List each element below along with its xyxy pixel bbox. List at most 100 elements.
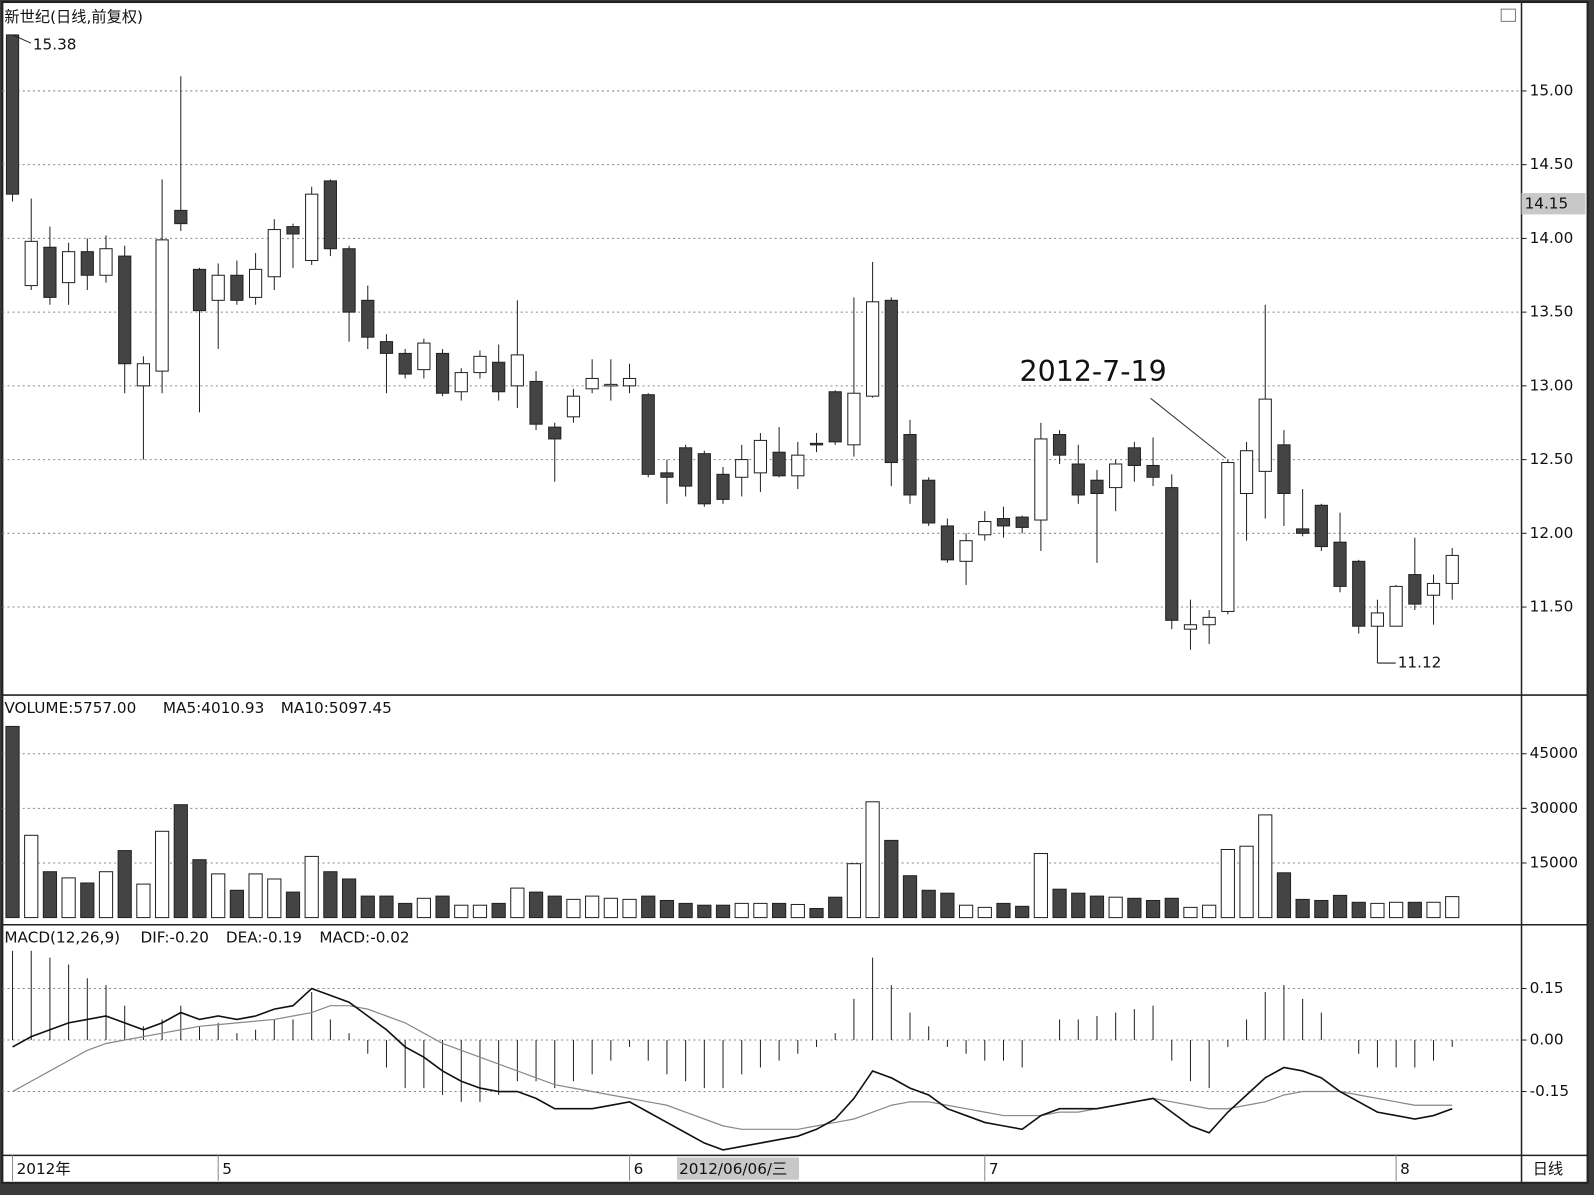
candle-body xyxy=(1333,541,1347,587)
volume-bar xyxy=(323,871,338,919)
candle-body xyxy=(566,395,581,418)
candle-body xyxy=(80,251,94,276)
y-tick-label: 0.15 xyxy=(1530,979,1564,997)
candle-body xyxy=(435,352,450,394)
volume-bar xyxy=(173,804,188,919)
volume-bar xyxy=(977,906,992,919)
candle-body xyxy=(24,240,38,287)
candle-body xyxy=(323,180,337,250)
cursor-date-box xyxy=(677,1157,800,1180)
candle-body xyxy=(1165,487,1179,621)
candle-body xyxy=(1389,585,1403,627)
volume-bar xyxy=(585,895,600,919)
candle-body xyxy=(753,439,768,474)
volume-bar xyxy=(1071,892,1086,919)
panel-header: MA10:5097.45 xyxy=(281,699,392,717)
candle-body xyxy=(940,525,954,561)
candle-body xyxy=(1352,560,1366,627)
volume-bar xyxy=(192,859,207,919)
max-label: 15.38 xyxy=(33,36,77,54)
candle-body xyxy=(1071,463,1085,496)
x-tick-label: 8 xyxy=(1400,1160,1410,1178)
volume-bar xyxy=(136,883,151,919)
volume-bar xyxy=(846,863,862,919)
volume-bar xyxy=(1183,906,1198,919)
candle-body xyxy=(828,391,842,443)
panel-header: MACD(12,26,9) xyxy=(4,928,120,946)
candle-body xyxy=(62,251,76,284)
y-tick-label: 12.50 xyxy=(1530,450,1574,468)
volume-bar xyxy=(1127,897,1142,919)
candle-body xyxy=(1426,582,1441,596)
candle-body xyxy=(1258,398,1272,472)
candle-body xyxy=(230,274,244,301)
volume-bar xyxy=(1407,901,1422,919)
candle-body xyxy=(978,521,992,536)
cursor-price-box xyxy=(1521,193,1586,215)
candle-body xyxy=(1015,516,1029,528)
candle-body xyxy=(267,229,281,278)
candle-body xyxy=(136,363,151,387)
volume-bar xyxy=(921,889,936,919)
volume-bar xyxy=(622,898,637,919)
candle-body xyxy=(1221,462,1235,612)
candle-body xyxy=(548,426,562,440)
volume-bar xyxy=(1314,899,1329,919)
candle-body xyxy=(604,383,618,387)
annotation-pointer xyxy=(1150,397,1227,459)
panel-header: DIF:-0.20 xyxy=(141,928,209,946)
volume-bar xyxy=(1389,901,1404,919)
volume-bar xyxy=(379,895,394,919)
candle-body xyxy=(1090,479,1104,495)
candle-body xyxy=(1370,612,1385,627)
volume-bar xyxy=(435,895,450,919)
y-tick-label: 14.00 xyxy=(1530,229,1574,247)
y-tick-label: 12.00 xyxy=(1530,524,1574,542)
y-tick-label: 13.00 xyxy=(1530,376,1574,394)
candle-body xyxy=(379,341,394,354)
volume-bar xyxy=(1145,899,1161,919)
candle-body xyxy=(996,518,1011,527)
candle-body xyxy=(99,248,113,276)
candle-body xyxy=(660,472,674,478)
window-icon[interactable] xyxy=(1500,8,1516,22)
volume-bar xyxy=(772,902,787,919)
volume-bar xyxy=(659,899,675,919)
volume-bar xyxy=(211,873,226,919)
candle-body xyxy=(1202,616,1216,626)
dea-line xyxy=(12,1005,1453,1130)
volume-bar xyxy=(5,725,20,919)
volume-bar xyxy=(154,830,170,919)
volume-bar xyxy=(1351,901,1366,919)
volume-bar xyxy=(809,907,824,919)
candle-body xyxy=(884,299,898,464)
candle-body xyxy=(529,380,543,425)
volume-bar xyxy=(416,897,431,919)
volume-bar xyxy=(940,892,955,919)
period-label: 日线 xyxy=(1533,1160,1563,1178)
panel-header: VOLUME:5757.00 xyxy=(4,699,136,717)
volume-bar xyxy=(1332,894,1348,919)
volume-bar xyxy=(304,855,319,919)
candle-body xyxy=(1034,438,1048,521)
candle-body xyxy=(398,352,412,375)
candle-body xyxy=(510,354,524,387)
volume-bar xyxy=(24,834,39,919)
candle-body xyxy=(361,299,375,338)
volume-bar xyxy=(1033,852,1048,919)
volume-bar xyxy=(1276,872,1292,919)
volume-bar xyxy=(1295,898,1310,919)
candle-body xyxy=(791,454,805,477)
volume-bar xyxy=(491,902,506,919)
y-tick-label: 15.00 xyxy=(1530,81,1574,99)
volume-bar xyxy=(828,896,843,919)
volume-bar xyxy=(1426,901,1441,919)
candle-body xyxy=(248,268,263,298)
candle-body xyxy=(1146,464,1160,478)
x-tick-label: 7 xyxy=(989,1160,999,1178)
candle-body xyxy=(716,473,730,500)
candle-body xyxy=(1239,450,1254,495)
volume-bar xyxy=(341,878,357,919)
y-tick-label: 11.50 xyxy=(1530,598,1574,616)
